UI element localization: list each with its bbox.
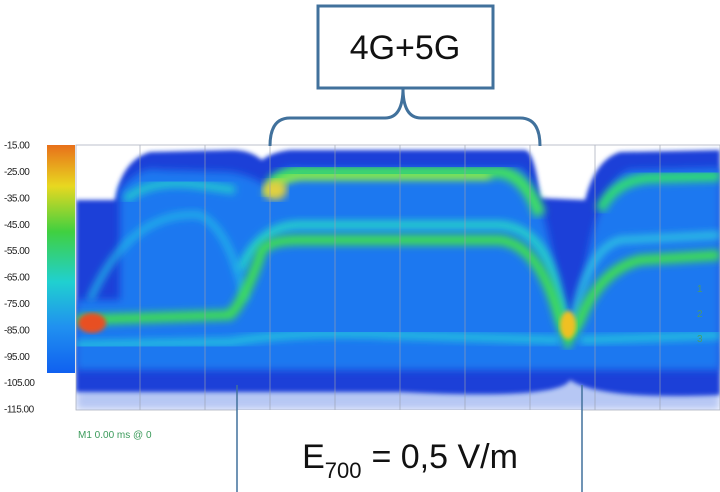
y-tick-label: -105.00 [4,378,35,389]
y-tick-label: -35.00 [4,193,30,204]
y-tick-label: -75.00 [4,299,30,310]
y-tick-label: -55.00 [4,246,30,257]
trace-label: 1 [697,284,703,295]
field-value: = 0,5 V/m [371,438,517,476]
y-tick-label: -45.00 [4,220,30,231]
trace-label: 3 [697,334,703,345]
persistence-plot [76,145,720,410]
y-axis: -15.00 -25.00 -35.00 -45.00 -55.00 -65.00 -75.… [4,141,35,416]
color-bar [47,145,75,373]
y-tick-label: -25.00 [4,167,30,178]
y-tick-label: -95.00 [4,352,30,363]
field-subscript: 700 [325,458,362,483]
marker-label: M1 0.00 ms @ 0 [78,430,152,441]
field-symbol: E [302,438,325,476]
y-tick-label: -15.00 [4,141,30,152]
brace [270,88,540,146]
trace-markers: 1 2 3 [697,284,703,345]
y-tick-label: -65.00 [4,273,30,284]
y-tick-label: -85.00 [4,325,30,336]
trace-label: 2 [697,309,703,320]
y-tick-label: -115.00 [4,405,35,416]
screenshot: -15.00 -25.00 -35.00 -45.00 -55.00 -65.00 -75.… [0,0,720,492]
callout-label: 4G+5G [350,29,461,67]
